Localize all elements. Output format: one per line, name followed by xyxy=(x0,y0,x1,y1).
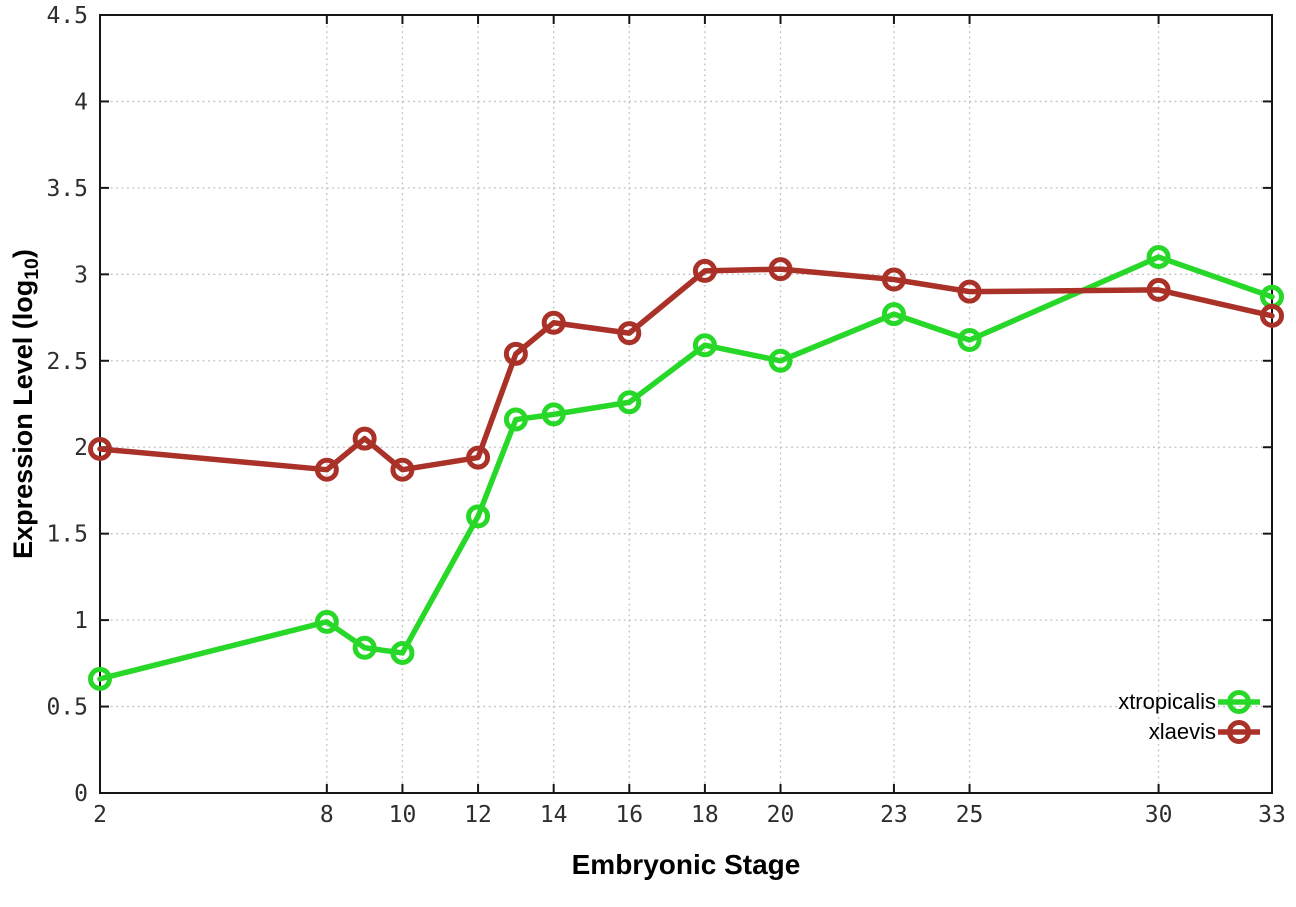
legend-label-xlaevis: xlaevis xyxy=(1149,719,1216,744)
y-tick-label-0: 0 xyxy=(74,781,88,807)
series-line-xlaevis xyxy=(97,266,1275,473)
y-tick-label-3: 3 xyxy=(74,262,88,288)
x-tick-label-30: 30 xyxy=(1145,802,1173,828)
data-point-xlaevis-stage-8 xyxy=(314,457,339,482)
data-point-xlaevis-stage-9 xyxy=(352,426,377,451)
data-point-xlaevis-stage-25 xyxy=(957,279,982,304)
y-tick-label-4.5: 4.5 xyxy=(46,3,88,29)
x-tick-label-25: 25 xyxy=(956,802,984,828)
data-point-xtropicalis-stage-23 xyxy=(881,302,906,327)
data-point-xlaevis-stage-20 xyxy=(768,257,793,282)
x-tick-label-20: 20 xyxy=(767,802,795,828)
data-point-xtropicalis-stage-18 xyxy=(692,333,717,358)
data-point-xlaevis-stage-33 xyxy=(1260,303,1284,328)
x-tick-label-14: 14 xyxy=(540,802,568,828)
data-point-xlaevis-stage-10 xyxy=(390,457,415,482)
data-point-xlaevis-stage-2 xyxy=(88,436,112,461)
y-axis-title-subscript: 10 xyxy=(21,258,44,280)
x-axis-title: Embryonic Stage xyxy=(571,849,801,880)
legend-sample-marker-xtropicalis xyxy=(1227,690,1251,714)
x-tick-label-10: 10 xyxy=(389,802,417,828)
data-point-xtropicalis-stage-2 xyxy=(88,666,112,691)
data-point-xtropicalis-stage-10 xyxy=(390,640,415,665)
y-tick-label-1: 1 xyxy=(74,608,88,634)
data-point-xlaevis-stage-23 xyxy=(881,267,906,292)
y-axis-title: Expression Level (log10) xyxy=(8,249,44,559)
y-axis-title-suffix: ) xyxy=(7,249,38,259)
legend-label-xtropicalis: xtropicalis xyxy=(1118,689,1216,714)
legend-sample-marker-xlaevis xyxy=(1227,720,1251,744)
x-tick-label-8: 8 xyxy=(320,802,334,828)
plot-border xyxy=(99,14,1273,794)
data-point-xlaevis-stage-13 xyxy=(503,341,528,366)
y-axis-title-text: Expression Level (log xyxy=(7,279,38,559)
data-point-xtropicalis-stage-25 xyxy=(957,328,982,353)
y-tick-label-1.5: 1.5 xyxy=(46,522,88,548)
data-point-xtropicalis-stage-8 xyxy=(314,609,339,634)
y-tick-label-4: 4 xyxy=(74,89,88,115)
y-tick-label-2.5: 2.5 xyxy=(46,349,88,375)
data-point-xtropicalis-stage-12 xyxy=(466,504,491,529)
y-tick-label-2: 2 xyxy=(74,435,88,461)
y-tick-label-3.5: 3.5 xyxy=(46,176,88,202)
data-point-xlaevis-stage-14 xyxy=(541,310,566,335)
x-tick-label-23: 23 xyxy=(880,802,908,828)
data-point-xlaevis-stage-16 xyxy=(617,321,642,346)
data-point-xlaevis-stage-12 xyxy=(466,445,491,470)
y-tick-label-0.5: 0.5 xyxy=(46,695,88,721)
data-point-xtropicalis-stage-14 xyxy=(541,402,566,427)
series-line-xtropicalis xyxy=(97,254,1275,682)
data-point-xtropicalis-stage-30 xyxy=(1146,245,1171,270)
data-point-xtropicalis-stage-9 xyxy=(352,635,377,660)
x-tick-label-18: 18 xyxy=(691,802,719,828)
x-tick-label-33: 33 xyxy=(1258,802,1286,828)
x-tick-label-12: 12 xyxy=(464,802,492,828)
x-tick-label-2: 2 xyxy=(93,802,107,828)
x-tick-label-16: 16 xyxy=(615,802,643,828)
data-point-xtropicalis-stage-13 xyxy=(503,407,528,432)
data-point-xtropicalis-stage-16 xyxy=(617,390,642,415)
data-point-xlaevis-stage-18 xyxy=(692,258,717,283)
data-point-xtropicalis-stage-20 xyxy=(768,348,793,373)
data-point-xlaevis-stage-30 xyxy=(1146,277,1171,302)
